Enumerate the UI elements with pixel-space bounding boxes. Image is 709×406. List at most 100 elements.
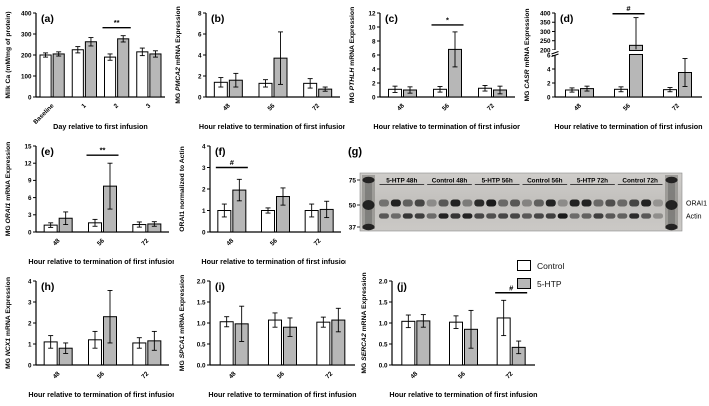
y-tick-label: 2 — [198, 73, 202, 80]
blot-group-label: 5-HTP 48h — [386, 178, 417, 185]
actin-band — [414, 213, 425, 219]
y-tick-label: 10 — [368, 24, 376, 31]
orai1-band — [569, 199, 580, 207]
x-tick-label: 72 — [505, 370, 515, 380]
panel-letter: (f) — [215, 146, 226, 158]
y-tick-label: 300 — [540, 29, 551, 36]
panel-j-chart: 0.0 0.5 1.0 1.5 2.0 MG SERCA2 mRNA Expression… — [361, 272, 538, 399]
x-tick-label: 72 — [324, 370, 334, 380]
x-tick-label: 56 — [276, 370, 286, 380]
axis-break-mark — [551, 51, 559, 55]
y-tick-label: 200 — [540, 47, 551, 54]
y-tick-label: 3 — [28, 299, 32, 306]
actin-band — [378, 213, 389, 219]
orai1-band — [605, 199, 616, 207]
y-tick-label: 0 — [28, 362, 32, 369]
panel-i: 0.0 0.5 1.0 1.5 2.0 MG SPCA1 mRNA Expression 4… — [176, 268, 360, 406]
y-tick-label: 4 — [28, 278, 32, 285]
orai1-band — [593, 199, 604, 207]
panel-h: 0 1 2 3 4 MG NCX1 mRNA Expression 48 56 72 Hour r… — [2, 268, 177, 406]
x-tick-label: 56 — [96, 237, 106, 247]
x-axis-label: Day relative to first infusion — [53, 122, 148, 131]
y-axis-label: MG SERCA2 mRNA Expression — [361, 272, 368, 373]
orai1-band — [378, 199, 389, 207]
y-tick-label: 6 — [372, 52, 376, 59]
x-axis-label: Hour relative to termination of first in… — [389, 390, 537, 399]
y-tick-label: 6 — [198, 31, 202, 38]
y-tick-label: 4 — [198, 52, 202, 59]
orai1-band — [545, 199, 556, 207]
y-tick-label: 0 — [198, 94, 202, 101]
panel-letter: (e) — [41, 146, 54, 158]
y-tick-label: 1.0 — [379, 320, 388, 327]
x-tick-label: 48 — [396, 102, 406, 112]
orai1-band — [533, 199, 544, 207]
y-tick-label: 2.0 — [379, 278, 388, 285]
y-tick-label: 1 — [28, 341, 32, 348]
y-tick-label: 8 — [198, 10, 202, 17]
actin-band — [605, 213, 616, 219]
orai1-band — [653, 199, 664, 207]
panel-letter: (h) — [41, 281, 54, 293]
actin-band — [569, 213, 580, 219]
control-swatch — [517, 260, 531, 271]
blot-group-label: Control 72h — [622, 178, 658, 185]
orai1-band — [521, 199, 532, 207]
legend: Control 5-HTP — [517, 260, 564, 289]
actin-band — [450, 213, 461, 219]
sig-label: * — [446, 15, 449, 24]
y-tick-label: 1.5 — [197, 299, 206, 306]
actin-band — [498, 213, 509, 219]
orai1-band — [390, 199, 401, 207]
x-tick-label: 48 — [52, 237, 62, 247]
x-tick-label: 56 — [96, 370, 106, 380]
ladder-band — [362, 200, 375, 210]
y-tick-label: 350 — [540, 20, 551, 27]
y-axis-label: Milk Ca (mM/mg of protein) — [5, 11, 12, 98]
actin-band — [653, 213, 664, 219]
bar-Control-2 — [104, 56, 117, 98]
x-tick-label: 56 — [267, 102, 277, 112]
sig-label: # — [230, 158, 235, 167]
blot-group-label: 5-HTP 72h — [577, 178, 608, 185]
x-tick-label: 1 — [80, 102, 88, 110]
y-tick-label: 6 — [547, 52, 551, 59]
orai1-band — [581, 199, 592, 207]
bar-Control-72 — [316, 321, 331, 366]
panel-i-chart: 0.0 0.5 1.0 1.5 2.0 MG SPCA1 mRNA Expression 4… — [179, 275, 357, 399]
y-tick-label: 0 — [372, 94, 376, 101]
marker-label-75: 75 — [349, 177, 357, 184]
ladder-band — [362, 223, 375, 231]
actin-band — [521, 213, 532, 219]
bar-5-HTP-56-lower — [629, 53, 643, 98]
western-blot-image: 75 50 37 5-HTP 48h Control 48h 5-HTP 56h Contr… — [349, 172, 707, 231]
x-tick-label: 48 — [228, 370, 238, 380]
panel-b-chart: 0 2 4 6 8 MG PMCA2 mRNA Expression 48 56 72 Hour … — [175, 6, 347, 131]
actin-band — [402, 213, 413, 219]
panel-c: 0 2 4 6 8 10 12 MG PTHLH mRNA Expression * 48 56 72… — [346, 0, 522, 138]
x-tick-label: 48 — [573, 102, 583, 112]
actin-band — [438, 213, 449, 219]
panel-letter: (i) — [215, 281, 225, 293]
y-tick-label: 1.5 — [379, 299, 388, 306]
ladder-smear — [365, 177, 372, 227]
5htp-swatch — [517, 278, 531, 289]
bar-5-HTP-3 — [149, 53, 162, 98]
ladder-band — [665, 200, 678, 210]
x-axis-label: Hour relative to termination of first in… — [28, 390, 174, 399]
y-tick-label: 0 — [28, 94, 32, 101]
y-tick-label: 0 — [547, 94, 551, 101]
bar-Control-3 — [136, 51, 149, 98]
actin-band — [557, 213, 568, 219]
panel-letter: (j) — [397, 281, 407, 293]
y-tick-label: 0.0 — [197, 362, 206, 369]
orai1-band — [414, 199, 425, 207]
actin-band — [462, 213, 473, 219]
bar-Control-56 — [261, 210, 275, 233]
y-tick-label: 2 — [547, 80, 551, 87]
x-tick-label: 72 — [671, 102, 681, 112]
ladder-band — [665, 176, 678, 184]
blot-group-label: Control 56h — [527, 178, 563, 185]
orai1-band — [629, 199, 640, 207]
actin-band — [641, 213, 652, 219]
